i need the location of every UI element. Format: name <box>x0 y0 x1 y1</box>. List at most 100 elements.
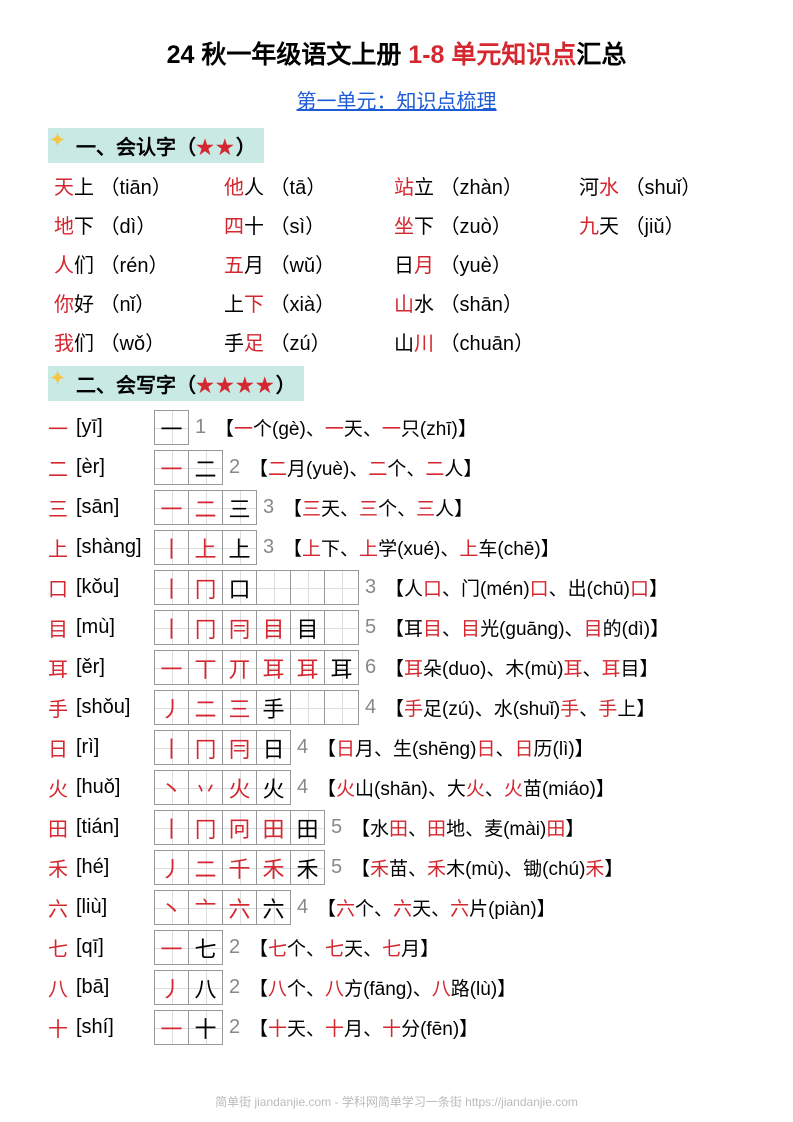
write-examples: 【上下、上学(xué)、上车(chē)】 <box>283 534 745 561</box>
stroke-cell: 一 <box>154 930 189 965</box>
stroke-cell: 亠 <box>188 890 223 925</box>
stroke-grid: 丨上上 <box>154 530 257 565</box>
stroke-count: 4 <box>291 736 317 759</box>
recognize-item: 他人 （tā） <box>224 171 394 200</box>
stroke-grid: 一丅丌耳耳耳 <box>154 650 359 685</box>
write-char: 火 <box>48 773 76 802</box>
stroke-grid: 丨冂冋田田 <box>154 810 325 845</box>
stroke-cell: 丨 <box>154 610 189 645</box>
write-pinyin: [tián] <box>76 816 154 839</box>
stroke-count: 4 <box>291 896 317 919</box>
footer-watermark: 简单街 jiandanjie.com - 学科网简单学习一条街 https://… <box>0 1093 793 1110</box>
section-1-stars: ★★ <box>196 137 236 159</box>
stroke-cell: 一 <box>154 1010 189 1045</box>
page-title: 24 秋一年级语文上册 1-8 单元知识点汇总 <box>48 35 745 71</box>
stroke-cell: 一 <box>154 490 189 525</box>
write-row: 田[tián]丨冂冋田田5【水田、田地、麦(mài)田】 <box>48 809 745 846</box>
stroke-cell: 丨 <box>154 530 189 565</box>
write-pinyin: [kǒu] <box>76 576 154 599</box>
stroke-cell: 六 <box>222 890 257 925</box>
title-post: 汇总 <box>576 41 626 69</box>
write-examples: 【二月(yuè)、二个、二人】 <box>249 454 745 481</box>
recognize-item: 站立 （zhàn） <box>394 171 579 200</box>
write-pinyin: [ěr] <box>76 656 154 679</box>
stroke-cell <box>324 570 359 605</box>
subtitle: 第一单元：知识点梳理 <box>48 85 745 114</box>
write-pinyin: [èr] <box>76 456 154 479</box>
write-examples: 【日月、生(shēng)日、日历(lì)】 <box>317 734 745 761</box>
stroke-grid: 丿二三手 <box>154 690 359 725</box>
write-char: 目 <box>48 613 76 642</box>
recognize-item: 天上 （tiān） <box>54 171 224 200</box>
section-1-header: ✦ 一、会认字（★★） <box>48 128 264 163</box>
recognize-item: 九天 （jiǔ） <box>579 210 749 239</box>
stroke-cell: 丌 <box>222 650 257 685</box>
write-char: 上 <box>48 533 76 562</box>
stroke-cell: 冃 <box>222 610 257 645</box>
sparkle-icon: ✦ <box>50 368 65 389</box>
stroke-grid: 一七 <box>154 930 223 965</box>
recognize-item: 手足 （zú） <box>224 327 394 356</box>
stroke-count: 2 <box>223 936 249 959</box>
write-examples: 【耳目、目光(guāng)、目的(dì)】 <box>385 614 745 641</box>
write-char: 八 <box>48 973 76 1002</box>
stroke-cell: 丷 <box>188 770 223 805</box>
stroke-cell: 丶 <box>154 770 189 805</box>
section-2-label-pre: 二、会写字（ <box>76 375 196 397</box>
stroke-cell: 上 <box>188 530 223 565</box>
stroke-count: 5 <box>325 816 351 839</box>
title-pre: 24 秋一年级语文上册 <box>167 41 409 69</box>
stroke-cell <box>256 570 291 605</box>
write-row: 耳[ěr]一丅丌耳耳耳6【耳朵(duo)、木(mù)耳、耳目】 <box>48 649 745 686</box>
stroke-cell: 目 <box>256 610 291 645</box>
recognize-item: 上下 （xià） <box>224 288 394 317</box>
write-examples: 【人口、门(mén)口、出(chū)口】 <box>385 574 745 601</box>
recognize-item <box>579 288 749 317</box>
stroke-cell <box>290 570 325 605</box>
recognize-item: 人们 （rén） <box>54 249 224 278</box>
recognize-grid: 天上 （tiān）他人 （tā）站立 （zhàn）河水 （shuǐ）地下 （dì… <box>48 171 745 356</box>
write-row: 一[yī]一1【一个(gè)、一天、一只(zhī)】 <box>48 409 745 446</box>
write-examples: 【十天、十月、十分(fēn)】 <box>249 1014 745 1041</box>
stroke-cell: 冂 <box>188 730 223 765</box>
stroke-count: 5 <box>325 856 351 879</box>
stroke-count: 3 <box>257 536 283 559</box>
recognize-item: 四十 （sì） <box>224 210 394 239</box>
write-row: 二[èr]一二2【二月(yuè)、二个、二人】 <box>48 449 745 486</box>
write-char: 耳 <box>48 653 76 682</box>
stroke-count: 1 <box>189 416 215 439</box>
stroke-cell: 丅 <box>188 650 223 685</box>
stroke-cell: 冋 <box>222 810 257 845</box>
stroke-cell: 田 <box>256 810 291 845</box>
stroke-cell: 二 <box>188 690 223 725</box>
write-examples: 【三天、三个、三人】 <box>283 494 745 521</box>
recognize-item <box>579 327 749 356</box>
write-char: 田 <box>48 813 76 842</box>
sparkle-icon: ✦ <box>50 130 65 151</box>
write-row: 日[rì]丨冂冃日4【日月、生(shēng)日、日历(lì)】 <box>48 729 745 766</box>
stroke-count: 3 <box>257 496 283 519</box>
write-pinyin: [liù] <box>76 896 154 919</box>
stroke-cell: 冂 <box>188 810 223 845</box>
stroke-cell: 三 <box>222 490 257 525</box>
stroke-count: 4 <box>359 696 385 719</box>
stroke-cell: 耳 <box>256 650 291 685</box>
stroke-cell: 日 <box>256 730 291 765</box>
stroke-cell: 火 <box>256 770 291 805</box>
stroke-cell: 一 <box>154 450 189 485</box>
recognize-item: 日月 （yuè） <box>394 249 579 278</box>
stroke-cell: 冂 <box>188 610 223 645</box>
stroke-cell: 手 <box>256 690 291 725</box>
section-2-label-post: ） <box>276 375 296 397</box>
write-char: 三 <box>48 493 76 522</box>
write-row: 禾[hé]丿二千禾禾5【禾苗、禾木(mù)、锄(chú)禾】 <box>48 849 745 886</box>
write-char: 十 <box>48 1013 76 1042</box>
write-pinyin: [bā] <box>76 976 154 999</box>
stroke-cell: 六 <box>256 890 291 925</box>
stroke-cell: 二 <box>188 850 223 885</box>
write-row: 上[shàng]丨上上3【上下、上学(xué)、上车(chē)】 <box>48 529 745 566</box>
write-examples: 【禾苗、禾木(mù)、锄(chú)禾】 <box>351 854 745 881</box>
stroke-cell: 耳 <box>324 650 359 685</box>
write-examples: 【六个、六天、六片(piàn)】 <box>317 894 745 921</box>
stroke-cell: 禾 <box>290 850 325 885</box>
